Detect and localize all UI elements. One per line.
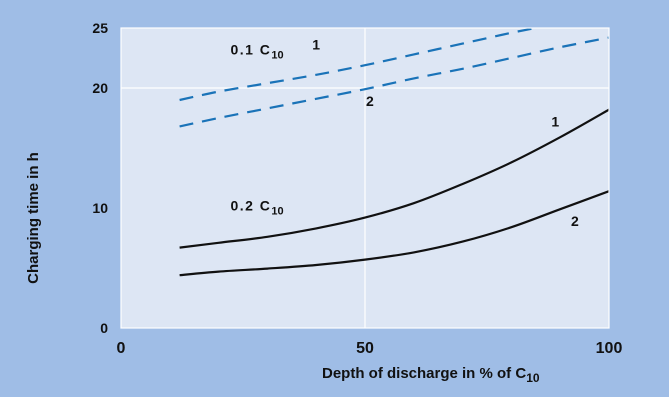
series-line-3	[179, 108, 609, 249]
grid	[121, 28, 609, 328]
y-tick-label: 20	[92, 80, 108, 96]
y-tick-label: 0	[100, 320, 108, 336]
series-label-3: 1	[551, 113, 559, 129]
series-label-4: 2	[571, 213, 579, 229]
y-tick-label: 10	[92, 200, 108, 216]
group-label-2: 0.2 C10	[230, 197, 283, 217]
series-line-2	[179, 36, 609, 128]
series-label-2: 2	[366, 93, 374, 109]
axes: 0 10 20 25 0 50 100 Charging time in h Depth of …	[25, 20, 622, 385]
x-axis-label: Depth of discharge in % of C10	[322, 365, 540, 385]
x-tick-label: 0	[117, 340, 126, 357]
series-label-1: 1	[312, 37, 320, 53]
y-tick-label: 25	[92, 20, 108, 36]
x-tick-label: 100	[596, 340, 623, 357]
series-group	[179, 28, 609, 277]
series-line-1	[179, 28, 542, 102]
labels: 1 2 1 2 0.1 C10 0.2 C10	[230, 37, 579, 229]
series-line-4	[179, 190, 609, 277]
x-tick-label: 50	[356, 340, 374, 357]
group-label-1: 0.1 C10	[230, 41, 283, 61]
plot-border	[120, 27, 610, 329]
series-layer	[179, 28, 609, 277]
y-axis-label: Charging time in h	[25, 152, 42, 284]
